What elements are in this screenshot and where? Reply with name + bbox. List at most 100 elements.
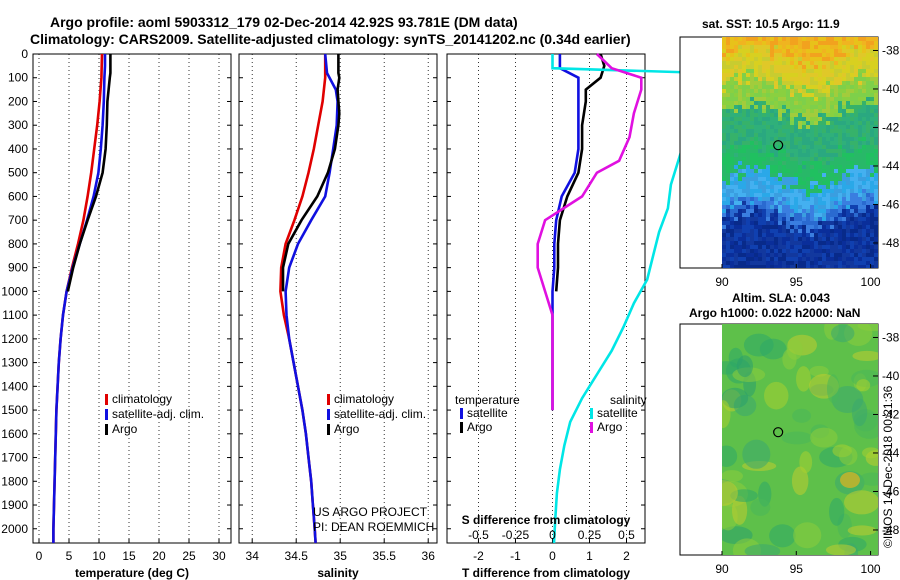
sst-cell	[762, 85, 766, 89]
map-y-tick-label: -38	[882, 43, 900, 57]
sst-cell	[766, 97, 770, 101]
sst-cell	[766, 173, 770, 177]
sst-cell	[766, 225, 770, 229]
sst-cell	[766, 77, 770, 81]
sst-cell	[858, 181, 862, 185]
sst-cell	[826, 125, 830, 129]
sst-cell	[778, 81, 782, 85]
sst-cell	[738, 85, 742, 89]
sst-cell	[870, 225, 874, 229]
sst-cell	[794, 61, 798, 65]
sst-cell	[814, 197, 818, 201]
sst-cell	[790, 93, 794, 97]
sst-cell	[794, 173, 798, 177]
sst-cell	[818, 81, 822, 85]
sst-cell	[782, 173, 786, 177]
sst-cell	[854, 221, 858, 225]
sst-cell	[850, 157, 854, 161]
s-axis-title: S difference from climatology	[462, 513, 631, 527]
y-tick-label: 2000	[1, 522, 28, 536]
sst-cell	[866, 133, 870, 137]
sst-cell	[766, 117, 770, 121]
sst-cell	[858, 101, 862, 105]
sst-cell	[802, 233, 806, 237]
sst-cell	[818, 137, 822, 141]
sst-cell	[774, 245, 778, 249]
sst-cell	[722, 181, 726, 185]
sst-cell	[870, 149, 874, 153]
sst-cell	[814, 97, 818, 101]
sst-cell	[778, 265, 782, 268]
sst-cell	[814, 57, 818, 61]
sst-cell	[818, 261, 822, 265]
sst-cell	[750, 145, 754, 149]
sst-cell	[814, 169, 818, 173]
sst-cell	[754, 185, 758, 189]
sst-cell	[790, 61, 794, 65]
sst-cell	[834, 149, 838, 153]
sst-cell	[858, 137, 862, 141]
sst-cell	[746, 57, 750, 61]
sst-cell	[858, 161, 862, 165]
sst-cell	[730, 61, 734, 65]
sst-cell	[734, 133, 738, 137]
sla-blob	[744, 544, 781, 555]
sst-cell	[738, 233, 742, 237]
sst-cell	[726, 105, 730, 109]
sst-cell	[778, 141, 782, 145]
sst-cell	[798, 117, 802, 121]
sst-cell	[862, 153, 866, 157]
sst-cell	[774, 177, 778, 181]
sst-cell	[826, 189, 830, 193]
sst-cell	[754, 233, 758, 237]
sst-cell	[786, 201, 790, 205]
sst-cell	[770, 225, 774, 229]
sst-cell	[726, 141, 730, 145]
sst-cell	[766, 89, 770, 93]
sst-cell	[726, 205, 730, 209]
sst-cell	[830, 217, 834, 221]
sst-cell	[754, 41, 758, 45]
sst-cell	[818, 125, 822, 129]
sst-cell	[850, 241, 854, 245]
sst-cell	[810, 89, 814, 93]
sla-blob	[796, 366, 811, 392]
sst-cell	[734, 97, 738, 101]
sst-cell	[822, 217, 826, 221]
sst-cell	[726, 73, 730, 77]
sst-cell	[834, 165, 838, 169]
sst-cell	[858, 45, 862, 49]
sst-cell	[842, 53, 846, 57]
sst-cell	[746, 197, 750, 201]
sst-cell	[870, 69, 874, 73]
sst-cell	[870, 57, 874, 61]
sst-cell	[826, 209, 830, 213]
sst-cell	[818, 85, 822, 89]
sst-cell	[786, 225, 790, 229]
sst-cell	[802, 137, 806, 141]
sst-cell	[862, 205, 866, 209]
sst-cell	[874, 69, 878, 73]
map-y-tick-label: -42	[882, 120, 900, 134]
sst-cell	[846, 69, 850, 73]
sst-cell	[858, 233, 862, 237]
sst-cell	[782, 89, 786, 93]
sst-cell	[754, 205, 758, 209]
sst-cell	[830, 85, 834, 89]
sst-cell	[742, 241, 746, 245]
sst-cell	[766, 185, 770, 189]
sst-cell	[790, 209, 794, 213]
sst-cell	[794, 125, 798, 129]
sst-cell	[842, 169, 846, 173]
sst-cell	[826, 205, 830, 209]
sst-cell	[802, 245, 806, 249]
sst-cell	[822, 61, 826, 65]
sst-cell	[826, 181, 830, 185]
sst-cell	[822, 137, 826, 141]
sst-cell	[858, 153, 862, 157]
sst-cell	[782, 161, 786, 165]
sst-cell	[838, 133, 842, 137]
sst-cell	[754, 113, 758, 117]
sst-cell	[750, 89, 754, 93]
sst-cell	[806, 93, 810, 97]
